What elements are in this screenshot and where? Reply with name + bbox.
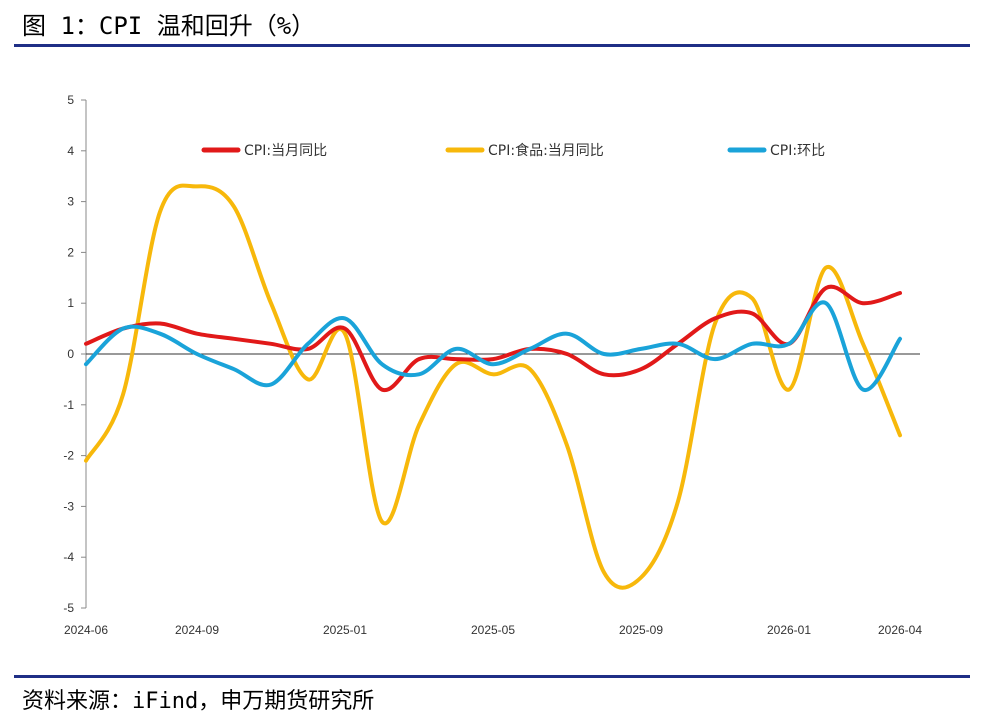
y-tick-label: -1: [63, 398, 74, 412]
y-tick-label: -5: [63, 601, 74, 615]
legend-item-food-yoy-label: CPI:食品:当月同比: [488, 142, 604, 159]
x-tick-label: 2026-01: [767, 623, 811, 637]
series-line-cpi-yoy: [84, 284, 902, 392]
y-tick-label: 0: [67, 347, 74, 361]
legend-item-cpi-yoy-label: CPI:当月同比: [244, 143, 327, 159]
series-line-cpi-mom: [84, 300, 902, 392]
x-tick-label: 2025-05: [471, 623, 515, 637]
source-note: 资料来源：iFind，申万期货研究所: [22, 689, 375, 714]
page-title: 图 1：CPI 温和回升（%）: [22, 12, 316, 40]
x-axis: 2024-06 2024-09 2025-01 2025-05 2025-09 2026-…: [64, 353, 922, 637]
x-tick-label: 2024-06: [64, 623, 108, 637]
series-line-food-yoy: [84, 183, 902, 590]
x-tick-label: 2025-01: [323, 623, 367, 637]
y-tick-label: 3: [67, 195, 74, 209]
legend: CPI:当月同比 CPI:食品:当月同比 CPI:环比: [201, 142, 825, 159]
y-tick-label: -4: [63, 550, 74, 564]
bottom-divider: [14, 675, 970, 678]
series-lines: [84, 183, 902, 590]
y-tick-label: 5: [67, 93, 74, 107]
y-tick-label: -2: [63, 449, 74, 463]
x-tick-label: 2024-09: [175, 623, 219, 637]
top-divider: [14, 44, 970, 47]
y-tick-label: 1: [67, 296, 74, 310]
x-tick-label: 2025-09: [619, 623, 663, 637]
y-axis: -5 -4 -3 -2 -1 0 1 2 3 4 5: [63, 93, 87, 615]
x-tick-label: 2026-04: [878, 623, 922, 637]
y-tick-label: -3: [63, 499, 74, 513]
legend-item-cpi-mom-label: CPI:环比: [770, 143, 825, 159]
y-tick-label: 2: [67, 245, 74, 259]
y-tick-label: 4: [67, 144, 74, 158]
